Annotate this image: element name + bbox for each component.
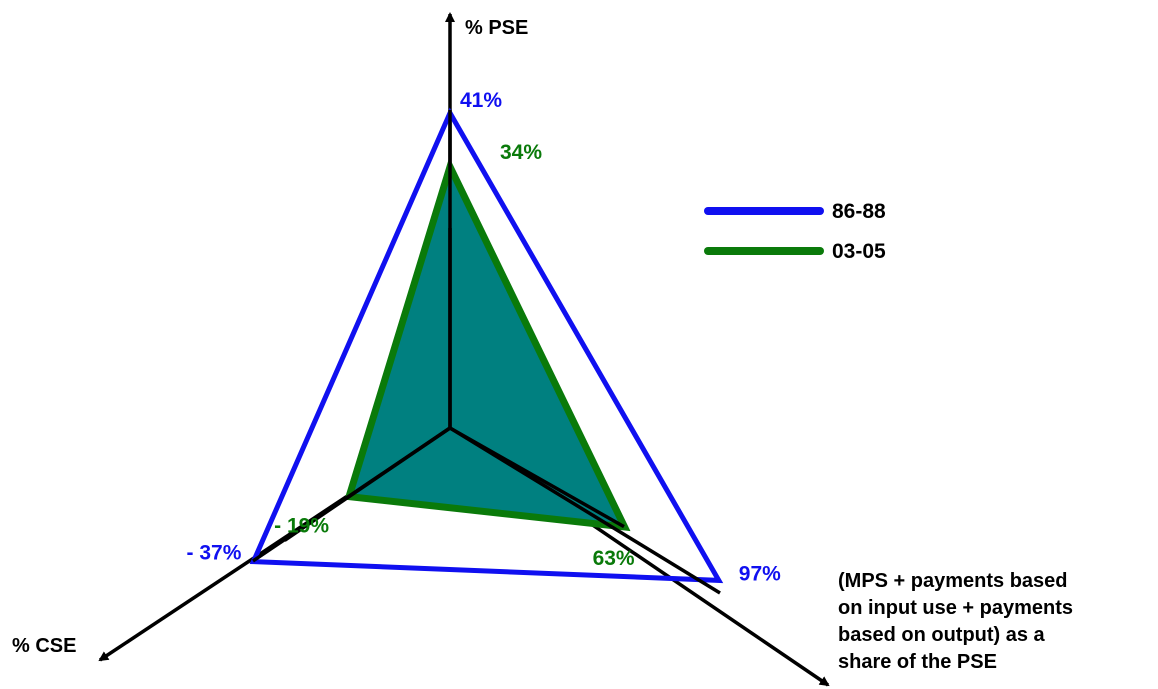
- axis-label-line: on input use + payments: [838, 597, 1073, 619]
- legend-label-03-05: 03-05: [832, 240, 886, 263]
- axis-label-line: % PSE: [465, 17, 528, 39]
- value-label-03-05-pse: 34%: [500, 141, 542, 164]
- spoke-share-inner: [449, 426, 721, 595]
- value-label-03-05-cse: - 19%: [274, 515, 329, 538]
- spoke-cse-inner: [252, 426, 451, 563]
- axis-label-line: based on output) as a: [838, 624, 1046, 646]
- series-polygon-03-05: [344, 157, 631, 532]
- value-label-86-88-pse: 41%: [460, 89, 502, 112]
- axis-label-line: % CSE: [12, 635, 76, 657]
- axis-label-cse: % CSE: [12, 635, 76, 657]
- axis-label-line: share of the PSE: [838, 651, 997, 673]
- legend-label-86-88: 86-88: [832, 200, 886, 223]
- value-label-86-88-cse: - 37%: [187, 542, 242, 565]
- value-label-03-05-share: 63%: [593, 547, 635, 570]
- value-label-86-88-share: 97%: [739, 562, 781, 585]
- series-polygon-86-88: [249, 107, 724, 584]
- axis-label-line: (MPS + payments based: [838, 570, 1068, 592]
- axis-label-share: (MPS + payments based on input use + paym…: [838, 570, 1073, 673]
- axis-label-pse: % PSE: [465, 17, 528, 39]
